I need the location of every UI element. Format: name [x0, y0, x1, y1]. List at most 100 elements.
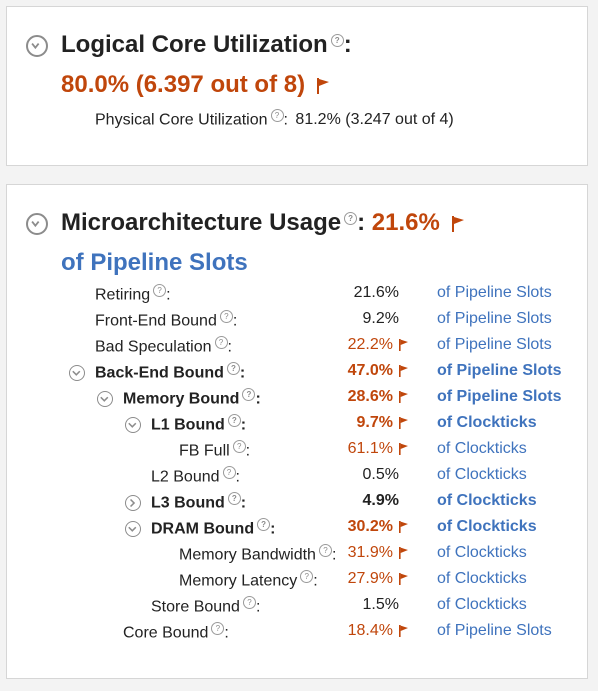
help-icon[interactable]: ?: [257, 518, 271, 531]
metric-label: Retiring?:: [95, 284, 171, 304]
metric-row: FB Full?: 61.1% of Clockticks: [7, 438, 583, 464]
microarchitecture-value: 21.6%: [371, 209, 440, 236]
metric-unit-link[interactable]: of Pipeline Slots: [437, 622, 552, 639]
metric-label: Bad Speculation?:: [95, 336, 232, 356]
metric-label-text: Memory Latency: [179, 572, 298, 590]
physical-core-value: 81.2% (3.247 out of 4): [295, 111, 454, 129]
metric-label-text: Core Bound: [123, 624, 209, 642]
flag-icon: [399, 416, 408, 429]
metric-row: Bad Speculation?: 22.2% of Pipeline Slots: [7, 334, 583, 360]
metric-row: Memory Bandwidth?: 31.9% of Clockticks: [7, 542, 583, 568]
metric-label-colon: :: [235, 468, 240, 486]
metric-value-text: 61.1%: [347, 440, 393, 457]
metric-value-text: 4.9%: [362, 492, 399, 509]
metric-unit-link[interactable]: of Pipeline Slots: [437, 284, 552, 301]
metric-value: 47.0%: [317, 362, 409, 380]
metric-label-colon: :: [166, 286, 171, 304]
flag-icon: [316, 77, 329, 94]
metric-value-text: 30.2%: [347, 518, 393, 535]
help-icon[interactable]: ?: [242, 388, 256, 401]
flag-icon: [451, 215, 464, 232]
metric-value: 9.2%: [317, 310, 399, 328]
logical-core-value: 80.0% (6.397 out of 8): [61, 71, 306, 98]
help-icon[interactable]: ?: [219, 310, 233, 323]
chevron-down-icon: [128, 526, 137, 532]
metric-row: Front-End Bound?: 9.2% of Pipeline Slots: [7, 308, 583, 334]
help-icon[interactable]: ?: [214, 336, 228, 349]
chevron-down-icon: [31, 42, 40, 50]
help-icon[interactable]: ?: [226, 362, 240, 375]
metric-label-colon: :: [270, 520, 276, 538]
help-icon[interactable]: ?: [330, 34, 344, 47]
metric-unit-link[interactable]: of Pipeline Slots: [437, 336, 552, 353]
flag-icon: [399, 364, 408, 377]
metric-label-colon: :: [232, 312, 238, 330]
metric-value: 27.9%: [317, 570, 409, 588]
metric-label: Memory Bandwidth?:: [179, 544, 336, 564]
chevron-down-icon: [72, 370, 81, 376]
metric-row: L3 Bound?: 4.9% of Clockticks: [7, 490, 583, 516]
logical-core-title: Logical Core Utilization: [61, 31, 328, 58]
metric-unit-link[interactable]: of Clockticks: [437, 440, 527, 457]
metric-unit-link[interactable]: of Clockticks: [437, 492, 537, 509]
metric-unit-link[interactable]: of Pipeline Slots: [437, 310, 552, 327]
metric-label-colon: :: [240, 494, 247, 512]
help-icon[interactable]: ?: [232, 440, 246, 453]
collapse-metric-toggle[interactable]: [97, 391, 113, 407]
metric-unit-link[interactable]: of Clockticks: [437, 414, 537, 431]
metric-value: 0.5%: [317, 466, 399, 484]
metric-value-text: 27.9%: [347, 570, 393, 587]
metric-label: L1 Bound?:: [151, 414, 246, 434]
help-icon[interactable]: ?: [344, 212, 358, 225]
metric-label-colon: :: [255, 390, 261, 408]
metric-value: 30.2%: [317, 518, 409, 536]
metric-label: L2 Bound?:: [151, 466, 240, 486]
metric-label-text: Retiring: [95, 286, 151, 304]
metric-value-text: 9.2%: [362, 310, 399, 327]
help-icon[interactable]: ?: [318, 544, 332, 557]
metric-value-text: 0.5%: [362, 466, 399, 483]
metric-label: Back-End Bound?:: [95, 362, 245, 382]
help-icon[interactable]: ?: [300, 570, 314, 583]
heading-colon: :: [343, 31, 352, 58]
metric-value: 28.6%: [317, 388, 409, 406]
metric-row: Back-End Bound?: 47.0% of Pipeline Slots: [7, 360, 583, 386]
metric-value-text: 1.5%: [362, 596, 399, 613]
metric-unit-link[interactable]: of Clockticks: [437, 466, 527, 483]
metric-label-text: Front-End Bound: [95, 312, 217, 330]
help-icon[interactable]: ?: [227, 414, 241, 427]
metric-unit-link[interactable]: of Clockticks: [437, 596, 527, 613]
collapse-metric-toggle[interactable]: [69, 365, 85, 381]
metric-label-text: L1 Bound: [151, 416, 225, 434]
metric-row: L2 Bound?: 0.5% of Clockticks: [7, 464, 583, 490]
collapse-logical-core-toggle[interactable]: [26, 35, 48, 57]
metric-value-text: 31.9%: [347, 544, 393, 561]
metric-unit-link[interactable]: of Clockticks: [437, 544, 527, 561]
help-icon[interactable]: ?: [211, 622, 225, 635]
metric-value: 1.5%: [317, 596, 399, 614]
help-icon[interactable]: ?: [242, 596, 256, 609]
microarchitecture-panel: Microarchitecture Usage?: 21.6% of Pipel…: [6, 184, 588, 679]
metric-label-colon: :: [245, 442, 251, 460]
metric-label: DRAM Bound?:: [151, 518, 275, 538]
metric-unit-link[interactable]: of Clockticks: [437, 518, 537, 535]
help-icon[interactable]: ?: [270, 109, 284, 122]
metric-row: Memory Latency?: 27.9% of Clockticks: [7, 568, 583, 594]
metric-row: Retiring?: 21.6% of Pipeline Slots: [7, 282, 583, 308]
collapse-microarchitecture-toggle[interactable]: [26, 213, 48, 235]
help-icon[interactable]: ?: [227, 492, 241, 505]
expand-metric-toggle[interactable]: [125, 495, 141, 511]
collapse-metric-toggle[interactable]: [125, 521, 141, 537]
collapse-metric-toggle[interactable]: [125, 417, 141, 433]
metric-label-text: Memory Bound: [123, 390, 240, 408]
microarchitecture-unit-link[interactable]: of Pipeline Slots: [61, 249, 248, 276]
metric-value-text: 18.4%: [347, 622, 393, 639]
help-icon[interactable]: ?: [222, 466, 236, 479]
metric-unit-link[interactable]: of Pipeline Slots: [437, 362, 562, 379]
metric-unit-link[interactable]: of Clockticks: [437, 570, 527, 587]
help-icon[interactable]: ?: [153, 284, 167, 297]
physical-core-label: Physical Core Utilization: [95, 111, 268, 129]
chevron-down-icon: [100, 396, 109, 402]
metric-unit-link[interactable]: of Pipeline Slots: [437, 388, 562, 405]
flag-icon: [399, 442, 408, 455]
